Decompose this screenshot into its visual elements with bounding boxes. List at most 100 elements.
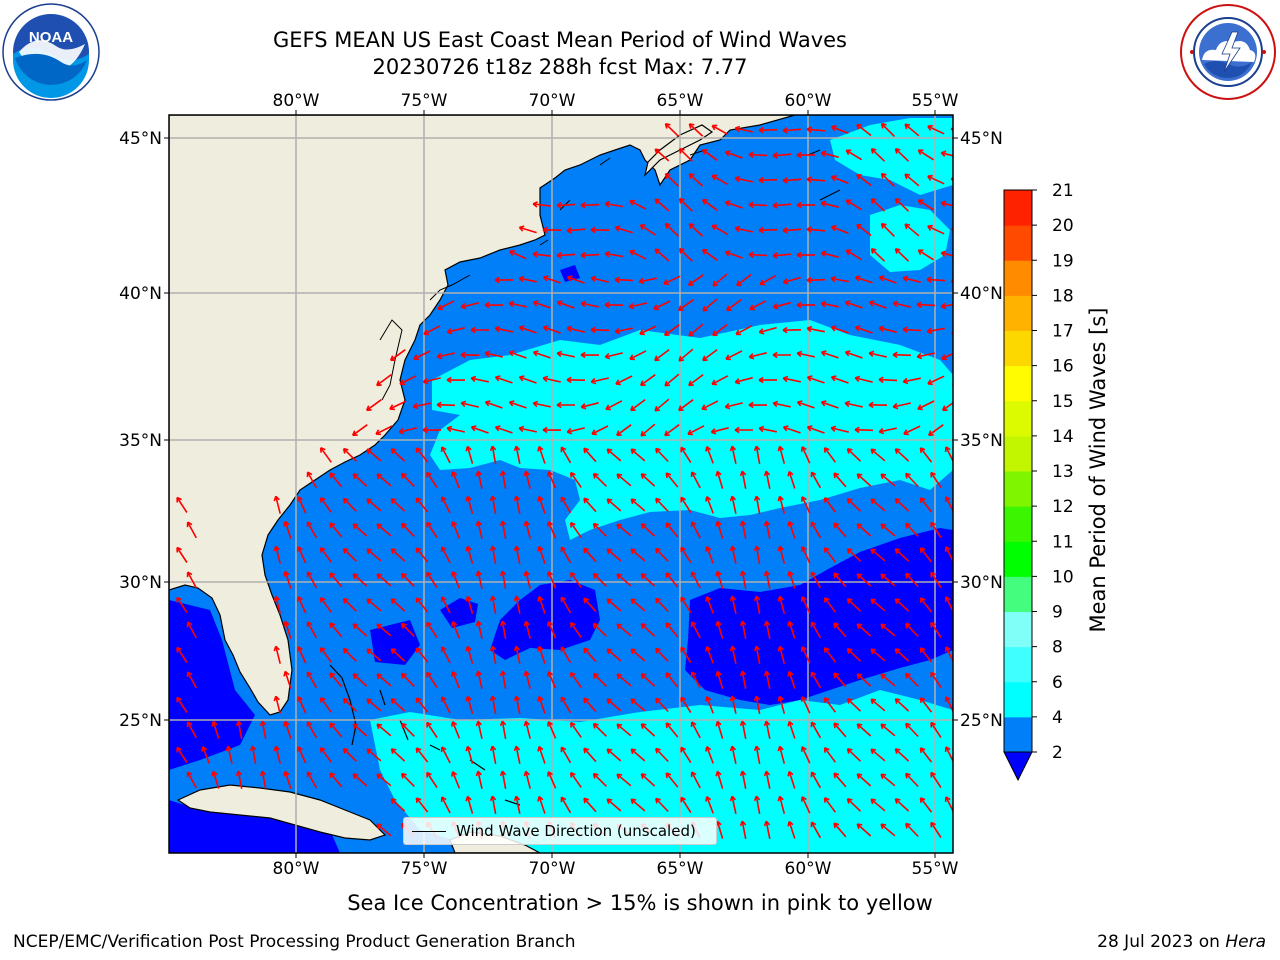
wave-direction-arrow xyxy=(956,672,963,689)
wave-direction-arrow xyxy=(542,375,561,383)
wave-direction-arrow xyxy=(570,471,582,488)
wave-direction-arrow xyxy=(729,595,737,614)
wave-direction-arrow xyxy=(941,401,953,412)
wave-direction-arrow xyxy=(678,247,693,262)
colorbar-bin xyxy=(1004,225,1032,261)
wave-direction-arrow xyxy=(556,202,576,209)
wave-direction-arrow xyxy=(653,300,671,311)
wave-direction-arrow xyxy=(810,621,822,639)
wave-direction-arrow xyxy=(711,224,729,236)
wave-direction-arrow xyxy=(352,523,368,537)
wave-direction-arrow xyxy=(489,595,497,615)
wave-direction-arrow xyxy=(465,795,474,814)
wave-direction-arrow xyxy=(753,545,761,565)
wave-direction-arrow xyxy=(580,252,600,259)
colorbar-tick-label: 2 xyxy=(1052,743,1063,763)
chart-title: GEFS MEAN US East Coast Mean Period of W… xyxy=(273,28,847,52)
wave-direction-arrow xyxy=(868,300,887,309)
wave-direction-arrow xyxy=(513,595,521,614)
wave-direction-arrow xyxy=(366,698,382,712)
colorbar-bin xyxy=(1004,330,1032,367)
wave-direction-arrow xyxy=(352,573,368,587)
wave-direction-arrow xyxy=(580,300,599,308)
wave-direction-arrow xyxy=(782,227,802,234)
wave-direction-arrow xyxy=(451,571,461,589)
wave-direction-arrow xyxy=(640,773,656,787)
wave-direction-arrow xyxy=(570,621,582,638)
colorbar-bin xyxy=(1004,646,1032,683)
lat-label-right: 25°N xyxy=(960,711,1003,731)
wave-direction-arrow xyxy=(739,820,747,839)
wave-direction-arrow xyxy=(902,377,921,385)
wave-direction-arrow xyxy=(412,402,431,410)
wave-direction-arrow xyxy=(423,325,441,336)
wave-direction-arrow xyxy=(687,425,705,436)
wave-direction-arrow xyxy=(919,697,933,713)
wave-direction-arrow xyxy=(352,623,368,637)
wave-direction-arrow xyxy=(753,595,761,615)
wave-direction-arrow xyxy=(614,327,633,335)
wave-direction-arrow xyxy=(426,571,438,588)
wave-direction-arrow xyxy=(690,471,701,489)
wave-direction-arrow xyxy=(870,698,886,712)
wave-direction-arrow xyxy=(763,470,771,489)
colorbar-tick-label: 12 xyxy=(1052,497,1074,517)
wave-direction-arrow xyxy=(513,445,521,464)
colorbar-bin xyxy=(1004,716,1032,753)
wave-direction-arrow xyxy=(854,325,873,334)
wave-direction-arrow xyxy=(678,197,693,212)
wave-direction-arrow xyxy=(846,498,862,512)
wave-direction-arrow xyxy=(556,252,576,259)
wave-direction-arrow xyxy=(930,821,942,838)
wave-direction-arrow xyxy=(823,697,837,713)
wave-direction-arrow xyxy=(749,300,767,311)
wave-direction-arrow xyxy=(712,273,728,287)
wave-direction-arrow xyxy=(201,745,211,764)
wave-direction-arrow xyxy=(654,348,670,362)
wave-direction-arrow xyxy=(917,249,935,261)
wave-direction-arrow xyxy=(715,770,724,789)
wave-direction-arrow xyxy=(870,448,886,462)
wave-direction-arrow xyxy=(376,573,392,587)
wave-direction-arrow xyxy=(739,570,747,589)
wave-direction-arrow xyxy=(904,173,920,187)
wave-direction-arrow xyxy=(566,325,585,333)
wave-direction-arrow xyxy=(329,622,343,638)
wave-direction-arrow xyxy=(616,673,632,687)
wave-direction-arrow xyxy=(532,201,551,208)
wave-direction-arrow xyxy=(508,350,527,359)
wave-direction-arrow xyxy=(734,225,753,233)
wave-direction-arrow xyxy=(665,772,679,788)
wave-direction-arrow xyxy=(758,376,778,384)
wave-direction-arrow xyxy=(390,548,406,562)
wave-direction-arrow xyxy=(919,747,933,763)
wave-direction-arrow xyxy=(782,276,801,285)
wave-direction-arrow xyxy=(366,448,382,462)
wave-direction-arrow xyxy=(702,298,718,312)
wave-direction-arrow xyxy=(951,330,953,335)
wave-direction-arrow xyxy=(854,275,873,284)
wave-direction-arrow xyxy=(830,325,849,334)
wave-direction-arrow xyxy=(880,723,896,737)
wave-direction-arrow xyxy=(440,546,451,564)
wave-direction-arrow xyxy=(782,425,801,434)
wave-direction-arrow xyxy=(211,720,220,739)
wave-direction-arrow xyxy=(235,720,243,739)
wave-direction-arrow xyxy=(820,250,839,258)
colorbar-bin xyxy=(1004,471,1032,507)
wave-direction-arrow xyxy=(870,798,886,812)
wave-direction-arrow xyxy=(894,148,910,162)
wave-direction-arrow xyxy=(800,496,811,514)
wave-direction-arrow xyxy=(628,302,647,310)
wave-direction-arrow xyxy=(592,772,607,787)
wave-direction-arrow xyxy=(902,275,921,283)
wave-direction-arrow xyxy=(796,201,816,209)
wave-direction-arrow xyxy=(753,745,761,765)
wave-direction-arrow xyxy=(734,175,753,183)
wave-direction-arrow xyxy=(856,123,872,137)
wave-direction-arrow xyxy=(606,698,622,712)
wave-direction-arrow xyxy=(415,447,429,463)
wave-direction-arrow xyxy=(806,226,826,233)
lat-label-right: 30°N xyxy=(960,573,1003,593)
wave-direction-arrow xyxy=(440,496,451,514)
